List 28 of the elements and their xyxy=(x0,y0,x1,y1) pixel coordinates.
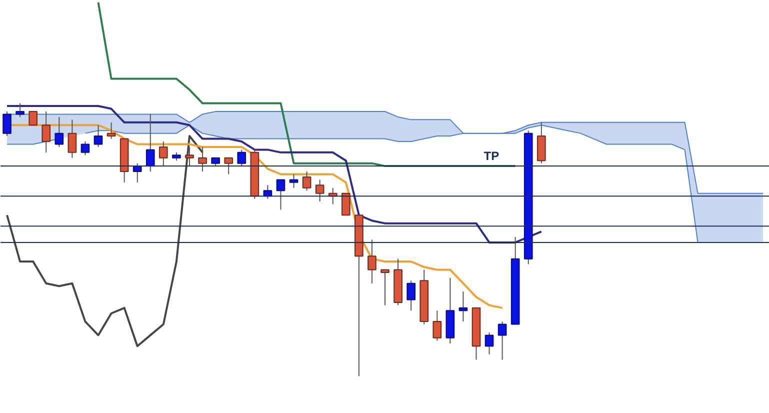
candlestick xyxy=(42,110,51,153)
candlestick xyxy=(159,141,168,167)
candlestick xyxy=(289,174,298,188)
candlestick xyxy=(54,116,64,148)
candlestick xyxy=(80,141,90,156)
candlestick xyxy=(458,291,468,322)
candlestick xyxy=(106,122,116,140)
candlestick xyxy=(198,146,207,172)
candlestick xyxy=(315,179,324,202)
candlestick xyxy=(28,110,38,126)
ref-line-label: TP xyxy=(484,149,500,164)
candlestick xyxy=(432,310,442,342)
candlestick xyxy=(368,239,376,284)
candlestick xyxy=(224,157,234,175)
candlestick xyxy=(16,102,24,118)
candlestick xyxy=(185,146,194,167)
candlestick xyxy=(406,280,416,312)
candlestick xyxy=(302,171,312,192)
candlestick xyxy=(380,269,390,306)
candlestick xyxy=(498,321,507,360)
candlestick xyxy=(341,192,350,216)
candlestick xyxy=(2,110,12,137)
candlestick xyxy=(94,124,103,148)
candlestick xyxy=(237,149,246,167)
candlestick xyxy=(146,114,155,172)
candlestick xyxy=(68,119,77,158)
candlestick xyxy=(484,332,494,355)
candlestick xyxy=(276,179,286,210)
